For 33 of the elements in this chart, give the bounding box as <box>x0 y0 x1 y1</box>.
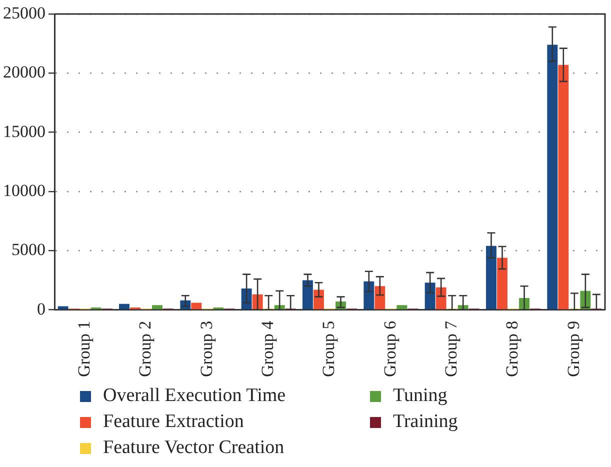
y-tick-label: 25000 <box>3 3 46 22</box>
bar <box>364 281 374 310</box>
legend-label: Feature Extraction <box>103 411 244 433</box>
bar <box>497 258 508 310</box>
bar <box>191 302 202 310</box>
bar <box>152 305 162 310</box>
bar <box>424 282 436 310</box>
bar <box>436 287 446 310</box>
bar <box>486 246 496 310</box>
bar <box>302 280 313 310</box>
legend-label: Overall Execution Time <box>103 385 286 407</box>
bar <box>558 64 569 310</box>
y-tick-label: 20000 <box>3 62 46 82</box>
x-tick-label: Group 2 <box>136 320 155 378</box>
y-tick-label: 10000 <box>3 180 46 200</box>
x-tick-label: Group 7 <box>442 320 461 378</box>
legend-label: Tuning <box>393 385 448 407</box>
legend-label: Training <box>393 411 458 433</box>
y-tick-label: 0 <box>37 299 46 318</box>
x-tick-label: Group 1 <box>74 320 94 378</box>
x-tick-label: Group 6 <box>380 320 400 378</box>
y-tick-label: 5000 <box>12 240 46 260</box>
legend-label: Feature Vector Creation <box>103 437 284 459</box>
x-tick-label: Group 4 <box>258 320 278 378</box>
bar <box>396 305 408 310</box>
bar <box>547 44 558 310</box>
x-tick-label: Group 9 <box>564 320 583 378</box>
bar <box>374 286 386 310</box>
y-tick-label: 15000 <box>3 122 46 141</box>
x-tick-label: Group 5 <box>319 320 338 378</box>
bar <box>119 304 130 310</box>
x-tick-label: Group 3 <box>196 320 216 378</box>
x-tick-label: Group 8 <box>502 320 522 378</box>
